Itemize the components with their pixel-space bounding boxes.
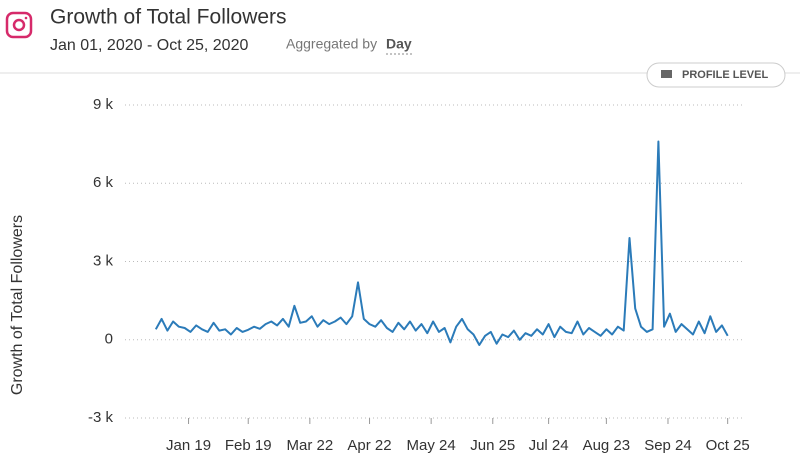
plot: -3 k 0 3 k 6 k 9 k Jan 19 Feb 19 Mar 22 Apr 22 Ma… (88, 96, 750, 454)
x-tick-label: Feb 19 (225, 437, 272, 454)
x-tick-label: Oct 25 (706, 437, 750, 454)
date-range: Jan 01, 2020 - Oct 25, 2020 (50, 37, 248, 54)
y-tick-label: 9 k (93, 96, 114, 113)
y-tick-label: 3 k (93, 252, 114, 269)
x-tick-label: Jan 19 (166, 437, 211, 454)
x-tick-label: Jun 25 (470, 437, 515, 454)
aggregated-label: Aggregated by (286, 36, 377, 52)
profile-level-label[interactable]: PROFILE LEVEL (682, 69, 768, 81)
instagram-icon-dot (24, 16, 28, 20)
y-tick-label: 6 k (93, 174, 114, 191)
instagram-icon-lens (12, 18, 26, 32)
x-tick-label: Aug 23 (583, 437, 631, 454)
x-tick-label: May 24 (407, 437, 456, 454)
y-axis-label: Growth of Total Followers (9, 215, 26, 395)
x-tick-label: Jul 24 (529, 437, 569, 454)
instagram-icon (5, 11, 33, 39)
x-tick-label: Sep 24 (644, 437, 692, 454)
x-tick-label: Apr 22 (347, 437, 391, 454)
title: Growth of Total Followers (50, 6, 287, 29)
y-tick-label: -3 k (88, 409, 114, 426)
profile-level-button[interactable] (646, 62, 786, 88)
y-tick-label: 0 (105, 331, 113, 348)
x-tick-label: Mar 22 (287, 437, 334, 454)
button-icon (661, 70, 672, 78)
aggregated-value[interactable]: Day (386, 36, 412, 52)
series-line (154, 140, 729, 346)
